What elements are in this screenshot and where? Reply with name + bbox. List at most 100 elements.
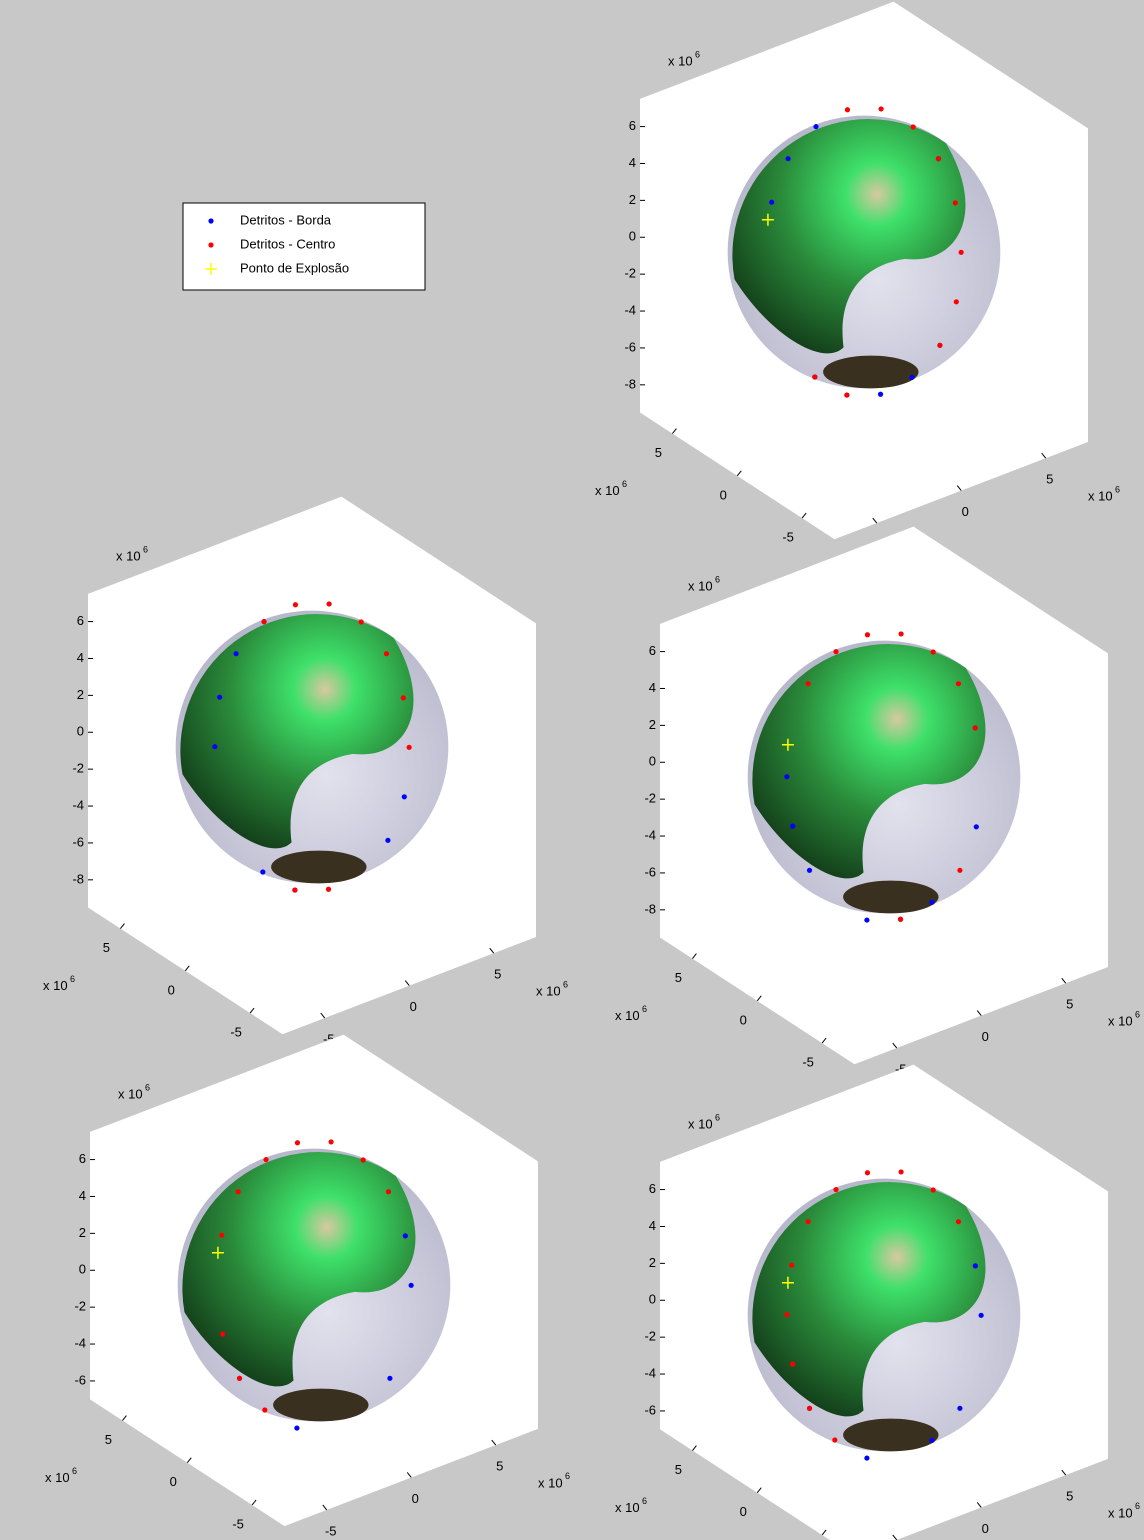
z-tick-label: -2 (644, 791, 656, 806)
x-tick (976, 1502, 982, 1508)
y-tick-label: 5 (675, 970, 682, 985)
axis-multiplier-power: 6 (642, 1496, 647, 1506)
debris-point (294, 1425, 300, 1431)
x-tick (489, 947, 495, 954)
debris-point (385, 837, 391, 843)
y-tick (122, 1415, 127, 1421)
z-tick-label: 6 (649, 643, 656, 658)
x-tick (322, 1504, 328, 1511)
debris-point (833, 649, 839, 655)
debris-point (930, 1187, 936, 1193)
axis-multiplier-power: 6 (563, 979, 568, 989)
z-tick-label: -2 (72, 761, 84, 776)
z-tick-label: 0 (629, 229, 636, 244)
debris-point (910, 124, 916, 130)
z-tick-label: -2 (644, 1329, 656, 1344)
axis-multiplier-power: 6 (715, 1112, 720, 1122)
debris-point (217, 694, 223, 700)
debris-point (263, 1157, 269, 1163)
axis-multiplier-power: 6 (143, 544, 148, 554)
debris-point (326, 601, 332, 607)
axis-multiplier-power: 6 (622, 479, 627, 489)
debris-point (236, 1375, 243, 1381)
axis-multiplier: x 10 (536, 983, 561, 998)
debris-point (233, 651, 239, 657)
axis-multiplier: x 10 (688, 1116, 713, 1131)
debris-point (953, 299, 959, 305)
x-tick-label: 0 (410, 999, 417, 1014)
axis-multiplier-power: 6 (642, 1004, 647, 1014)
z-tick-label: -6 (644, 1402, 656, 1417)
debris-point (262, 1407, 268, 1413)
debris-point (805, 1219, 811, 1225)
y-tick (756, 1487, 762, 1494)
debris-point (406, 744, 412, 750)
z-tick-label: -8 (624, 376, 636, 391)
globe-land-south (843, 1418, 939, 1452)
debris-point (958, 249, 964, 255)
debris-point (844, 392, 850, 398)
legend: Detritos - Borda Detritos - Centro Ponto d… (182, 202, 426, 291)
axis-multiplier: x 10 (688, 578, 713, 593)
x-tick-label: 5 (494, 967, 501, 982)
debris-point (220, 1331, 226, 1337)
debris-point (784, 774, 790, 780)
axis-multiplier: x 10 (1088, 488, 1113, 503)
z-tick-label: 2 (649, 1255, 656, 1270)
debris-point (864, 1455, 870, 1461)
debris-point (805, 681, 811, 687)
debris-point (955, 681, 962, 687)
y-tick-label: 5 (675, 1462, 682, 1477)
debris-point (973, 824, 979, 830)
debris-point (806, 867, 813, 873)
debris-point (358, 619, 364, 625)
x-tick (1061, 1469, 1067, 1476)
legend-marker (205, 263, 217, 275)
x-tick (406, 1472, 412, 1478)
debris-point (833, 1187, 839, 1193)
legend-marker (208, 218, 214, 224)
debris-point (813, 124, 819, 130)
debris-point (844, 107, 851, 113)
z-tick-label: 2 (77, 687, 84, 702)
debris-point (898, 1169, 904, 1175)
debris-point (832, 1437, 838, 1443)
globe-land (752, 644, 986, 879)
axis-multiplier: x 10 (668, 53, 693, 68)
x-tick (976, 1010, 982, 1016)
z-tick-label: 6 (649, 1181, 656, 1196)
debris-point (898, 631, 904, 637)
z-tick-label: 4 (649, 680, 656, 695)
axis-multiplier: x 10 (116, 548, 141, 563)
axis-multiplier: x 10 (1108, 1505, 1133, 1520)
debris-point (789, 1262, 795, 1268)
y-tick (736, 470, 742, 477)
debris-point (955, 1219, 962, 1225)
y-tick-label: -5 (782, 530, 794, 545)
debris-point (292, 602, 299, 608)
z-tick-label: -4 (644, 827, 656, 842)
z-tick-label: 6 (79, 1151, 86, 1166)
debris-point (401, 794, 407, 800)
debris-point (957, 867, 963, 873)
z-tick-label: 0 (649, 754, 656, 769)
debris-point (328, 1139, 334, 1145)
explosion-point (781, 738, 794, 751)
debris-point (957, 1405, 963, 1411)
y-tick (251, 1499, 257, 1506)
y-tick (184, 965, 190, 972)
debris-point (212, 744, 218, 750)
debris-point (952, 200, 958, 206)
y-tick-label: -5 (232, 1516, 244, 1531)
z-tick-label: -6 (72, 834, 84, 849)
x-tick-label: 0 (982, 1029, 989, 1044)
debris-point (864, 632, 871, 638)
axis-multiplier: x 10 (615, 1008, 640, 1023)
globe-land (752, 1182, 986, 1417)
debris-point (402, 1233, 408, 1239)
